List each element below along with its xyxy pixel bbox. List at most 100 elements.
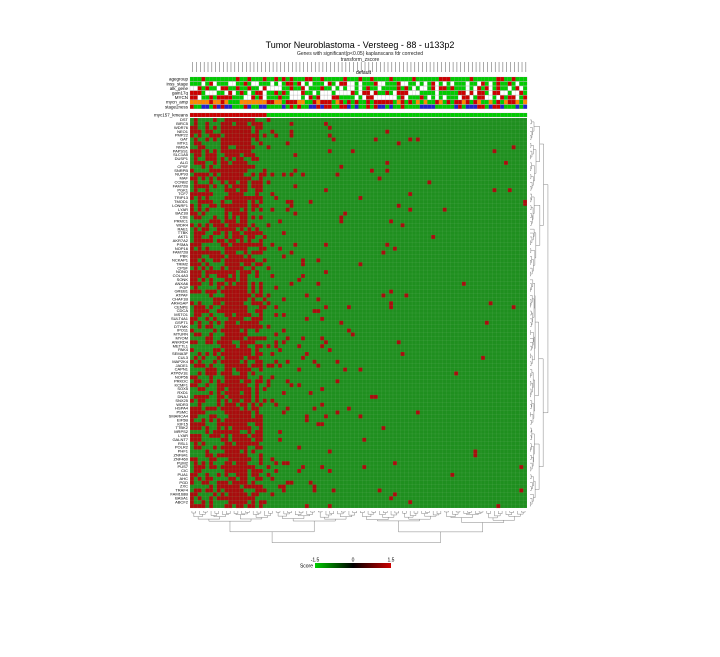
heatmap-cell: [193, 266, 198, 271]
annotation-cell: [519, 99, 524, 105]
heatmap-cell: [274, 340, 279, 345]
heatmap-cell: [274, 305, 279, 310]
annotation-cell: [446, 104, 451, 109]
row-label: AKR7A2: [173, 238, 189, 243]
row-label: DTYMK: [174, 324, 188, 329]
annotation-cell: [358, 86, 363, 91]
heatmap-cell: [239, 445, 244, 450]
annotation-cell: [281, 76, 286, 82]
row-label: MAP2K4: [172, 359, 189, 364]
annotation-cell: [285, 90, 290, 96]
heatmap-cell: [224, 398, 229, 403]
heatmap-cell: [297, 383, 302, 388]
heatmap-cell: [235, 149, 240, 154]
annotation-cell: [255, 76, 260, 82]
heatmap-cell: [362, 465, 367, 470]
heatmap-cell: [220, 344, 225, 349]
heatmap-cell: [209, 305, 214, 310]
heatmap-cell: [312, 488, 317, 493]
annotation-cell: [258, 99, 263, 105]
annotation-cell: [385, 76, 390, 82]
annotation-cell: [274, 90, 279, 96]
heatmap-cell: [258, 445, 263, 450]
annotation-cell: [304, 104, 309, 109]
heatmap-cell: [220, 254, 225, 259]
heatmap-cell: [243, 402, 248, 407]
heatmap-cell: [220, 484, 225, 489]
heatmap-cell: [274, 332, 279, 337]
row-label: CUL3: [178, 355, 189, 360]
heatmap-cell: [235, 254, 240, 259]
heatmap-cell: [220, 496, 225, 501]
annotation-cell: [274, 104, 279, 109]
heatmap-cell: [220, 480, 225, 485]
heatmap-cell: [239, 129, 244, 134]
annotation-cell: [488, 104, 493, 109]
heatmap-cell: [350, 149, 355, 154]
heatmap-cell: [258, 430, 263, 434]
heatmap-cell: [255, 414, 259, 419]
annotation-cell: [366, 76, 371, 82]
annotation-cell: [412, 95, 417, 100]
heatmap-cell: [235, 336, 240, 341]
heatmap-cell: [232, 289, 237, 294]
heatmap-cell: [212, 445, 217, 450]
heatmap-cell: [304, 504, 309, 509]
annotation-cell: [243, 104, 248, 109]
annotation-cell: [500, 90, 505, 96]
annotation-cell: [381, 99, 386, 105]
heatmap-cell: [220, 289, 225, 294]
heatmap-cell: [255, 316, 259, 321]
heatmap-cell: [324, 305, 328, 310]
heatmap-cell: [243, 453, 248, 458]
heatmap-cell: [492, 188, 497, 193]
dendrogram-branch: [366, 516, 389, 520]
heatmap-cell: [209, 371, 214, 376]
annotation-cell: [373, 76, 378, 82]
annotation-cell: [404, 90, 409, 96]
heatmap-cell: [239, 168, 244, 173]
heatmap-cell: [239, 371, 244, 376]
annotation-cell: [266, 99, 271, 105]
annotation-cell: [316, 90, 321, 96]
heatmap-cell: [216, 297, 221, 302]
annotation-cell: [343, 90, 348, 96]
heatmap-cell: [266, 180, 271, 185]
heatmap-cell: [232, 469, 237, 473]
heatmap-cell: [270, 274, 275, 278]
annotation-cell: [343, 104, 348, 109]
heatmap-cell: [212, 231, 217, 236]
dendrogram-branch: [530, 260, 531, 265]
heatmap-cell: [209, 461, 214, 466]
annotation-cell: [503, 86, 508, 91]
dendrogram-branch: [539, 143, 544, 226]
heatmap-cell: [255, 324, 259, 329]
annotation-cell: [477, 104, 482, 109]
heatmap-cell: [327, 125, 332, 130]
annotation-cell: [415, 99, 420, 105]
cluster-cell: [327, 112, 332, 118]
heatmap-cell: [205, 289, 210, 294]
heatmap-cell: [255, 196, 259, 200]
heatmap-cell: [224, 453, 229, 458]
annotation-cell: [519, 104, 524, 109]
heatmap-cell: [209, 293, 214, 298]
heatmap-cell: [320, 316, 325, 321]
heatmap-cell: [251, 281, 256, 286]
heatmap-cell: [190, 262, 194, 267]
heatmap-cell: [243, 274, 248, 278]
heatmap-cell: [243, 414, 248, 419]
heatmap-cell: [258, 293, 263, 298]
annotation-cell: [381, 76, 386, 82]
heatmap-cell: [243, 250, 248, 255]
annotation-cell: [232, 95, 237, 100]
heatmap-cell: [255, 445, 259, 450]
heatmap-cell: [239, 285, 244, 290]
heatmap-cell: [243, 285, 248, 290]
heatmap-cell: [270, 363, 275, 368]
annotation-cell: [454, 76, 459, 82]
heatmap-cell: [247, 336, 252, 341]
annotation-track-label: inss_stage: [166, 81, 188, 86]
annotation-cell: [454, 99, 459, 105]
cluster-cell: [205, 112, 210, 118]
